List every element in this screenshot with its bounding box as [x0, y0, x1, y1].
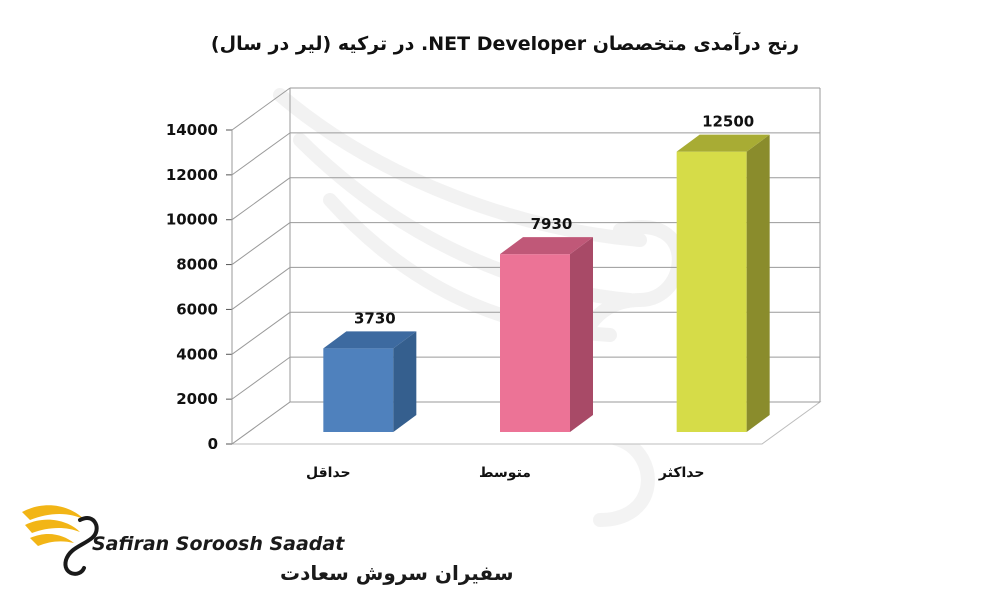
y-tick-label: 14000: [166, 121, 218, 139]
x-category-label: متوسط: [479, 465, 531, 481]
bar-front: [500, 254, 570, 432]
bar-front: [676, 151, 747, 432]
bar: [500, 237, 593, 432]
data-label: 3730: [354, 309, 396, 327]
x-category-label: حداکثر: [658, 465, 705, 481]
y-axis-ticks: 0 2000 4000 6000 8000 10000 12000 14000: [166, 121, 218, 453]
gridline-depth: [231, 87, 291, 131]
bar-top: [676, 134, 770, 152]
logo-name-en: Safiran Soroosh Saadat: [92, 533, 345, 555]
bar-side: [570, 237, 593, 432]
bar-side: [393, 331, 417, 432]
bar-side: [746, 134, 770, 432]
y-tick-label: 10000: [166, 211, 218, 229]
bar: [676, 134, 770, 432]
bar-top: [323, 331, 417, 349]
x-axis-categories: حداقل متوسط حداکثر: [306, 465, 704, 481]
gridline-depth: [231, 267, 291, 310]
data-labels: 3730 7930 12500: [354, 113, 754, 328]
gridline-depth: [231, 311, 291, 355]
gridline-depth: [231, 356, 291, 400]
y-tick-label: 2000: [176, 390, 218, 408]
data-label: 12500: [702, 113, 754, 131]
phoenix-logo-icon: [22, 505, 99, 576]
data-label: 7930: [531, 215, 573, 233]
chart-title: رنج درآمدی متخصصان NET Developer. در ترک…: [211, 31, 799, 55]
logo-name-fa: سفیران سروش سعادت: [280, 561, 514, 585]
watermark-wing-icon: [273, 88, 686, 527]
gridline-depth: [231, 177, 291, 221]
x-category-label: حداقل: [306, 465, 351, 481]
y-tick-label: 0: [208, 435, 218, 453]
y-tick-label: 6000: [176, 300, 218, 318]
gridline-depth: [231, 222, 291, 265]
company-logo: Safiran Soroosh Saadat سفیران سروش سعادت: [22, 505, 514, 585]
bar-front: [323, 348, 394, 432]
bar: [323, 331, 417, 432]
y-tick-label: 4000: [176, 345, 218, 363]
y-tick-label: 12000: [166, 166, 218, 184]
bars: [323, 134, 770, 432]
bar-top: [500, 237, 593, 255]
gridline-depth: [231, 132, 291, 176]
y-tick-label: 8000: [176, 256, 218, 274]
gridline-depth: [231, 401, 291, 445]
